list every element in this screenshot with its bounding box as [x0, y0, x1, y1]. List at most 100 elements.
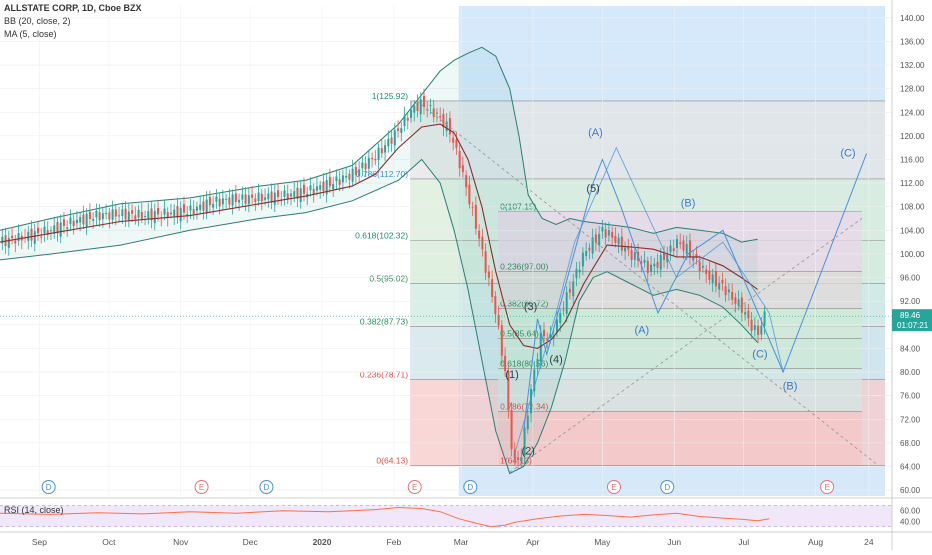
candle-body-89	[290, 193, 293, 197]
candle-body-234	[760, 325, 763, 335]
candle-body-13	[43, 226, 46, 234]
fib-right-label-5: 0.786(73.34)	[500, 401, 548, 411]
candle-body-32	[105, 212, 108, 215]
candle-body-143	[465, 175, 468, 188]
fib-left-band-0	[410, 100, 886, 179]
event-marker-6	[660, 480, 675, 494]
y-tick-label-14: 116.00	[900, 155, 924, 164]
event-marker-2	[259, 480, 274, 494]
candle-body-137	[445, 121, 448, 131]
candle-body-222	[721, 279, 724, 284]
candle-body-144	[468, 184, 471, 205]
candle-body-15	[49, 230, 52, 232]
ma-indicator-label[interactable]: MA (5, close)	[4, 29, 57, 39]
y-tick-label-13: 112.00	[900, 179, 924, 188]
candle-body-96	[312, 188, 315, 195]
candle-body-211	[685, 243, 688, 254]
candle-body-88	[286, 193, 289, 200]
candle-body-133	[432, 108, 435, 118]
candle-body-8	[27, 231, 30, 241]
candle-body-206	[669, 245, 672, 253]
candle-body-182	[591, 237, 594, 254]
candle-body-81	[264, 197, 267, 200]
symbol-title: ALLSTATE CORP, 1D, Cboe BZX	[4, 3, 142, 13]
fib-right-label-1: 0.236(97.00)	[500, 262, 548, 272]
candle-body-50	[163, 208, 166, 215]
y-tick-label-6: 84.00	[900, 344, 921, 353]
candle-body-148	[481, 236, 484, 250]
ma-line	[0, 123, 758, 349]
candle-body-131	[426, 109, 429, 111]
candle-body-95	[309, 185, 312, 191]
candle-body-187	[607, 230, 610, 236]
bb-indicator-label[interactable]: BB (20, close, 2)	[4, 16, 71, 26]
rsi-band	[0, 505, 892, 527]
candle-body-217	[705, 269, 708, 274]
candle-body-189	[614, 236, 617, 243]
candle-body-103	[335, 176, 338, 182]
y-tick-label-2: 68.00	[900, 439, 921, 448]
candle-body-2	[7, 237, 10, 248]
y-tick-label-0: 60.00	[900, 486, 921, 495]
event-marker-letter-1: E	[199, 483, 204, 492]
event-marker-letter-2: D	[264, 483, 270, 492]
candle-body-59	[192, 208, 195, 215]
candle-body-16	[53, 225, 56, 234]
candle-body-65	[212, 203, 215, 208]
candle-body-112	[364, 163, 367, 170]
candle-body-47	[153, 211, 156, 224]
candle-body-228	[740, 297, 743, 313]
candle-body-168	[546, 339, 549, 341]
candle-body-72	[234, 193, 237, 202]
rsi-tick-label-0: 60.00	[900, 507, 921, 516]
candle-body-172	[559, 313, 562, 323]
candle-body-167	[543, 329, 546, 337]
candle-body-74	[241, 194, 244, 200]
candle-body-41	[134, 215, 137, 220]
candle-body-135	[439, 116, 442, 118]
fib-left-label-1: 0.786(112.70)	[356, 169, 408, 179]
candle-body-122	[397, 128, 400, 131]
candle-body-106	[345, 175, 348, 178]
candle-body-38	[124, 208, 127, 220]
candle-body-40	[131, 210, 134, 214]
candle-body-150	[487, 271, 490, 278]
y-tick-label-18: 132.00	[900, 61, 925, 70]
wave-label-9: (B)	[783, 381, 798, 393]
candle-body-120	[390, 137, 393, 144]
rsi-indicator-label[interactable]: RSI (14, close)	[4, 505, 64, 515]
candle-body-208	[675, 239, 678, 248]
candle-body-125	[406, 117, 409, 121]
candle-body-201	[653, 263, 656, 267]
candle-body-61	[199, 204, 202, 210]
candle-body-232	[753, 325, 756, 330]
y-tick-label-5: 80.00	[900, 368, 921, 377]
candle-body-85	[277, 190, 280, 197]
fib-left-label-5: 0.236(78.71)	[360, 370, 408, 380]
candle-body-226	[734, 297, 737, 304]
candle-body-123	[400, 128, 403, 133]
event-marker-0	[41, 480, 56, 494]
fib-left-label-0: 1(125.92)	[372, 91, 409, 101]
y-tick-label-11: 104.00	[900, 226, 925, 235]
fib-left-label-4: 0.382(87.73)	[360, 316, 408, 326]
candle-body-31	[101, 213, 104, 220]
candle-body-165	[536, 359, 539, 368]
candle-body-35	[114, 209, 117, 217]
candle-body-156	[507, 371, 510, 411]
candle-body-140	[455, 139, 458, 148]
fib-right-band-3	[498, 338, 862, 369]
candle-body-67	[218, 198, 221, 207]
candle-body-166	[539, 332, 542, 362]
candle-body-173	[562, 309, 565, 311]
fib-right-label-2: 0.382(90.72)	[500, 299, 548, 309]
candle-body-34	[111, 209, 114, 220]
candle-body-26	[85, 213, 88, 227]
candle-body-82	[267, 193, 270, 200]
candle-body-233	[757, 325, 760, 335]
candle-body-207	[672, 248, 675, 251]
candle-body-204	[663, 252, 666, 260]
x-tick-label-6: Mar	[454, 537, 469, 547]
